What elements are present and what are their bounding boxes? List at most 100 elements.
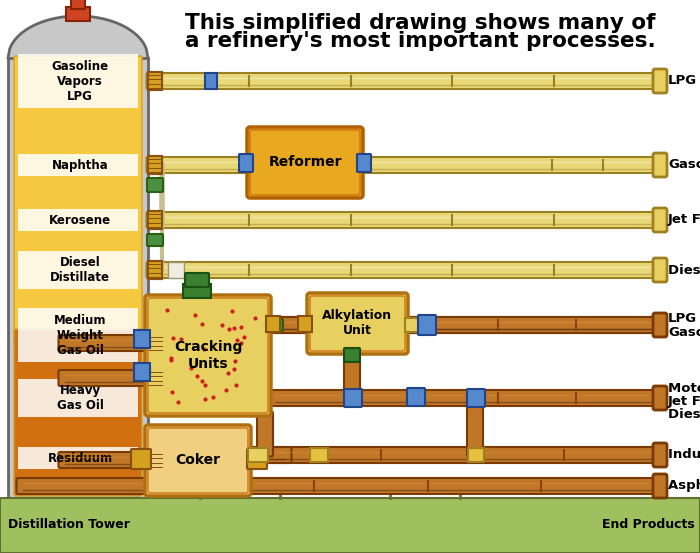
FancyBboxPatch shape (269, 390, 662, 406)
Text: Diesel Fuel: Diesel Fuel (668, 408, 700, 420)
FancyBboxPatch shape (653, 258, 667, 282)
Bar (148, 211, 162, 229)
Text: Coker: Coker (176, 453, 220, 467)
FancyBboxPatch shape (247, 127, 363, 198)
Text: Industrial Fuel: Industrial Fuel (668, 448, 700, 462)
FancyBboxPatch shape (146, 262, 662, 278)
Text: Alkylation
Unit: Alkylation Unit (323, 310, 393, 337)
Bar (148, 72, 162, 90)
Text: Kerosene: Kerosene (49, 213, 111, 227)
Bar (18, 308, 138, 362)
Bar (405, 318, 419, 332)
FancyBboxPatch shape (467, 389, 485, 407)
Bar (183, 284, 211, 298)
FancyBboxPatch shape (653, 69, 667, 93)
Bar (248, 448, 268, 462)
Bar (18, 447, 138, 469)
Text: Cracking
Units: Cracking Units (174, 341, 242, 371)
Bar (205, 73, 217, 89)
FancyBboxPatch shape (307, 293, 408, 354)
Text: LPG: LPG (668, 312, 697, 326)
Bar (148, 334, 162, 352)
Text: Residuum: Residuum (48, 451, 113, 465)
Bar (18, 379, 138, 417)
FancyBboxPatch shape (344, 349, 360, 399)
Bar (298, 316, 312, 332)
FancyBboxPatch shape (407, 388, 425, 406)
Polygon shape (8, 16, 148, 58)
FancyBboxPatch shape (146, 73, 662, 89)
Bar (134, 363, 150, 381)
FancyBboxPatch shape (418, 315, 436, 335)
FancyBboxPatch shape (653, 313, 667, 337)
Bar (148, 261, 162, 279)
FancyBboxPatch shape (218, 447, 662, 463)
Text: Gasoline: Gasoline (668, 159, 700, 171)
FancyBboxPatch shape (653, 153, 667, 177)
Text: a refinery's most important processes.: a refinery's most important processes. (185, 31, 655, 51)
FancyBboxPatch shape (653, 386, 667, 410)
Text: Reformer: Reformer (268, 155, 342, 170)
Text: Gasoline
Vapors
LPG: Gasoline Vapors LPG (51, 60, 108, 102)
Text: Motor Gasoline: Motor Gasoline (668, 382, 700, 394)
FancyBboxPatch shape (246, 447, 291, 463)
Text: End Products: End Products (602, 519, 695, 531)
Text: LPG: LPG (668, 75, 697, 87)
FancyBboxPatch shape (146, 212, 662, 228)
Bar (18, 54, 138, 108)
FancyBboxPatch shape (146, 157, 662, 173)
FancyBboxPatch shape (131, 449, 151, 469)
FancyBboxPatch shape (344, 389, 362, 407)
Text: Medium
Weight
Gas Oil: Medium Weight Gas Oil (54, 314, 106, 357)
FancyBboxPatch shape (239, 154, 253, 172)
FancyBboxPatch shape (269, 317, 662, 333)
Bar (468, 448, 484, 462)
Text: This simplified drawing shows many of: This simplified drawing shows many of (185, 13, 655, 33)
FancyBboxPatch shape (147, 178, 163, 192)
Bar (18, 209, 138, 231)
Bar (266, 316, 280, 332)
Bar (148, 451, 162, 469)
FancyBboxPatch shape (14, 329, 142, 496)
Bar (18, 251, 138, 289)
Bar (66, 7, 90, 21)
FancyBboxPatch shape (59, 452, 150, 468)
Text: Distillation Tower: Distillation Tower (8, 519, 130, 531)
FancyBboxPatch shape (17, 478, 661, 494)
Bar (148, 451, 162, 469)
Text: Jet Fuel: Jet Fuel (668, 394, 700, 408)
Bar (0, 498, 700, 553)
Bar (18, 154, 138, 176)
FancyBboxPatch shape (59, 335, 151, 351)
Bar (148, 261, 162, 279)
Bar (148, 211, 162, 229)
Text: Diesel Fuel: Diesel Fuel (668, 263, 700, 276)
Bar (148, 156, 162, 174)
Bar (148, 156, 162, 174)
FancyBboxPatch shape (257, 411, 273, 456)
FancyBboxPatch shape (467, 397, 483, 456)
Bar (148, 369, 162, 387)
FancyBboxPatch shape (267, 317, 314, 333)
FancyBboxPatch shape (269, 319, 283, 331)
FancyBboxPatch shape (653, 208, 667, 232)
Text: Diesel
Distillate: Diesel Distillate (50, 256, 110, 284)
Text: Gasoline: Gasoline (668, 326, 700, 340)
Text: Heavy
Gas Oil: Heavy Gas Oil (57, 384, 104, 412)
FancyBboxPatch shape (344, 348, 360, 362)
FancyBboxPatch shape (14, 56, 142, 346)
FancyBboxPatch shape (247, 449, 267, 469)
Bar (168, 262, 184, 278)
Bar (8, 58, 148, 498)
FancyBboxPatch shape (653, 474, 667, 498)
Bar (134, 330, 150, 348)
FancyBboxPatch shape (357, 154, 371, 172)
FancyBboxPatch shape (145, 425, 251, 496)
Bar (310, 448, 328, 462)
FancyBboxPatch shape (403, 317, 662, 333)
Bar (71, 0, 85, 9)
Text: Naphtha: Naphtha (52, 159, 108, 171)
FancyBboxPatch shape (145, 295, 271, 416)
FancyBboxPatch shape (147, 234, 163, 246)
Text: Jet Fuel: Jet Fuel (668, 213, 700, 227)
